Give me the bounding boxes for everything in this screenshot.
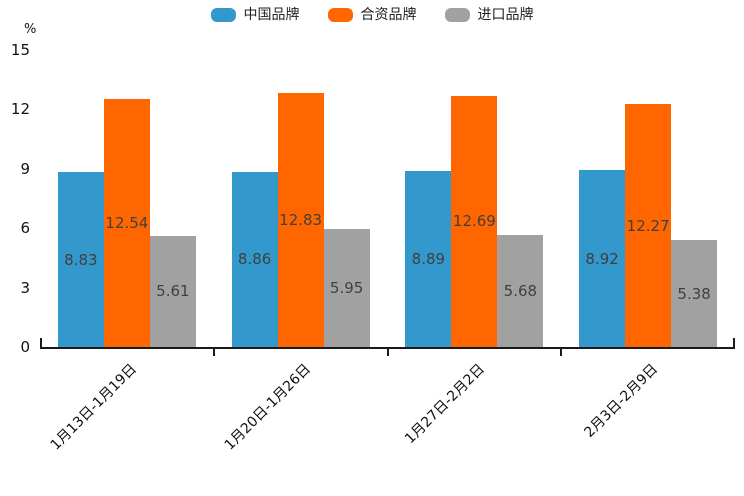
bar-value-label: 12.83 [279,210,323,229]
y-axis-tick-label: 6 [20,219,30,238]
bar-series-1-cat-3: 12.27 [625,104,672,347]
bar-series-2-cat-2: 5.68 [497,234,544,347]
x-axis-right-endcap [733,338,735,347]
legend-item-series-1[interactable]: 合资品牌 [327,7,417,23]
bar-series-2-cat-0: 5.61 [149,235,196,347]
y-axis-tick-label: 0 [20,338,30,356]
legend-marker-icon [327,8,353,22]
legend-item-series-0[interactable]: 中国品牌 [210,7,300,23]
category-group-2: 8.89 12.69 5.68 1月27日-2月2日 [388,50,562,447]
category-group-3: 8.92 12.27 5.38 2月3日-2月9日 [561,50,735,441]
y-axis-tick-label: 9 [20,159,30,178]
bar-value-label: 5.61 [156,282,190,301]
bar-series-2-cat-1: 5.95 [323,229,370,347]
x-axis-category-label: 2月3日-2月9日 [581,361,662,441]
y-axis-tick-label: 3 [20,278,30,297]
bar-value-label: 5.68 [503,281,538,300]
legend-marker-icon [444,8,470,22]
legend-label: 合资品牌 [360,7,417,23]
chart-legend: 中国品牌 合资品牌 进口品牌 [0,8,744,22]
x-axis-tick [212,349,215,356]
bar-series-2-cat-3: 5.38 [671,240,718,347]
y-axis-tick-label: 15 [10,41,30,59]
category-group-1: 8.86 12.83 5.95 1月20日-1月26日 [214,50,388,453]
legend-label: 中国品牌 [243,7,300,23]
x-axis-tick [560,349,563,356]
bar-series-1-cat-0: 12.54 [103,98,150,347]
legend-label: 进口品牌 [477,7,534,23]
x-axis-tick [386,349,389,356]
legend-marker-icon [210,8,236,22]
bar-value-label: 5.95 [329,279,364,298]
bar-value-label: 5.38 [677,284,711,303]
legend-item-series-2[interactable]: 进口品牌 [444,7,534,23]
bar-series-0-cat-1: 8.86 [231,171,278,347]
bar-value-label: 8.92 [585,249,619,268]
bar-series-1-cat-2: 12.69 [451,95,498,347]
bar-series-0-cat-0: 8.83 [57,172,104,347]
y-axis-unit-label: % [24,22,37,37]
bar-value-label: 8.86 [237,250,272,269]
x-axis-category-label: 1月20日-1月26日 [221,361,315,454]
bar-series-0-cat-2: 8.89 [405,170,452,347]
plot-area: 8.83 12.54 5.61 1月13日-1月19日 8.86 12.83 5.95 1月2… [40,50,735,453]
bar-value-label: 12.69 [452,212,496,231]
bar-value-label: 12.54 [105,213,149,232]
bar-series-0-cat-3: 8.92 [579,170,626,347]
bar-value-label: 8.83 [64,250,98,269]
category-group-0: 8.83 12.54 5.61 1月13日-1月19日 [40,50,214,453]
bar-series-1-cat-1: 12.83 [277,92,324,347]
bar-value-label: 12.27 [626,216,670,235]
bar-value-label: 8.89 [411,249,446,268]
y-axis-tick-label: 12 [10,100,30,119]
x-axis-left-endcap [40,338,42,347]
x-axis-category-label: 1月27日-2月2日 [401,361,488,448]
x-axis-category-label: 1月13日-1月19日 [48,361,141,454]
